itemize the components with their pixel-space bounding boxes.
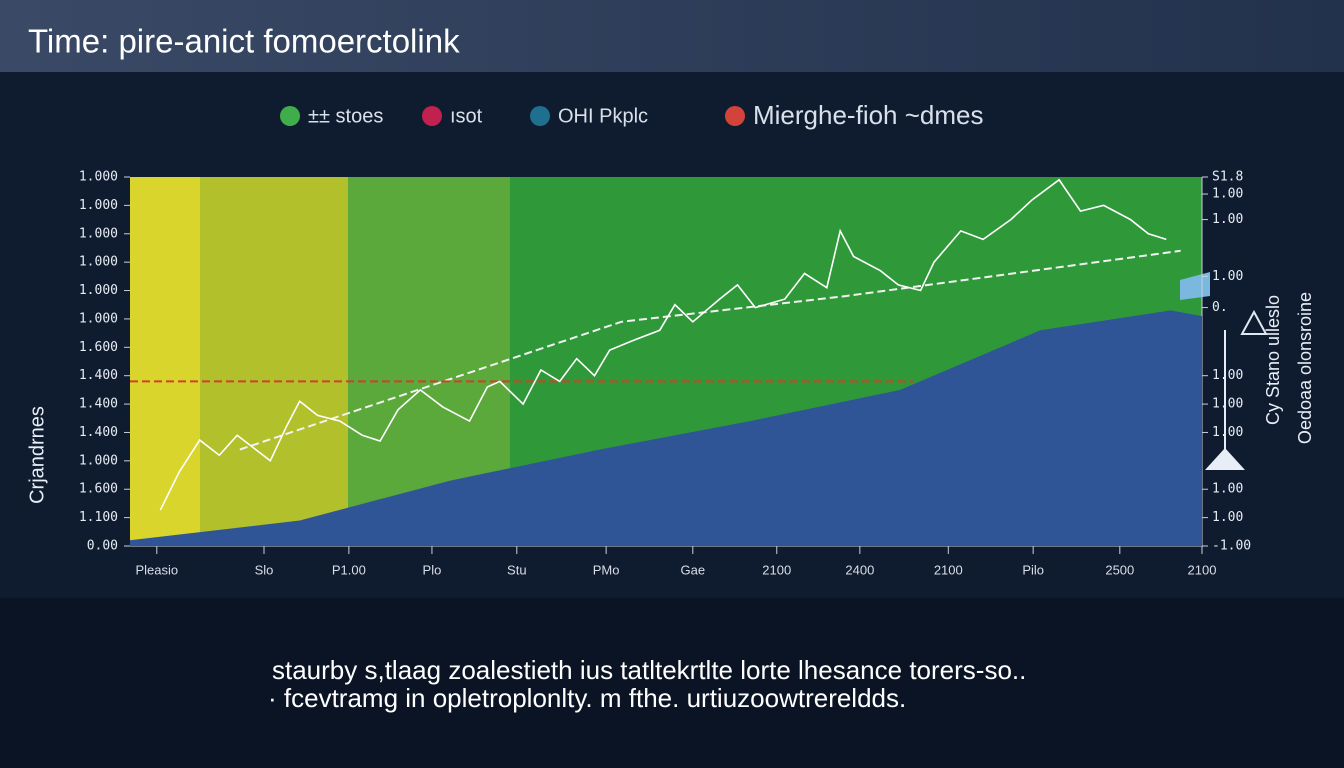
y-tick-label: 1.400 (79, 397, 118, 412)
y-tick-label: 1.000 (79, 453, 118, 468)
chart-title: Time: pire-anict fomoerctolink (28, 23, 460, 60)
y-axis-label: Crjandrnes (26, 406, 48, 504)
x-tick-label: 2500 (1105, 562, 1134, 577)
y2-tick-label: 1.00 (1212, 510, 1243, 525)
line (239, 249, 1181, 451)
area (130, 310, 1202, 546)
legend-icon (280, 106, 300, 126)
y2-tick-label: 1.00 (1212, 397, 1243, 412)
band (130, 177, 200, 546)
y2-tick-label: 1.00 (1212, 368, 1243, 383)
band (200, 177, 348, 546)
legend-label: ısot (450, 105, 483, 127)
y2-tick-label: 1.00 (1212, 187, 1243, 202)
y-tick-label: 1.000 (79, 170, 118, 185)
x-tick-label: PMo (593, 562, 620, 577)
y-tick-label: 0.00 (87, 539, 118, 554)
x-tick-label: P1.00 (332, 562, 366, 577)
y-tick-label: 1.000 (79, 198, 118, 213)
y2-tick-label: 1.00 (1212, 212, 1243, 227)
ornament (1205, 448, 1245, 470)
y-tick-label: 1.000 (79, 283, 118, 298)
x-tick-label: Plo (423, 562, 442, 577)
x-tick-label: 2100 (762, 562, 791, 577)
x-tick-label: 2400 (845, 562, 874, 577)
y2-axis-label: Cy Stano ulleslo (1263, 295, 1283, 425)
y-tick-label: 1.000 (79, 311, 118, 326)
x-tick-label: Pilo (1022, 562, 1044, 577)
y-tick-label: 1.000 (79, 255, 118, 270)
y-tick-label: 1.400 (79, 368, 118, 383)
y2-tick-label: 1.00 (1212, 482, 1243, 497)
x-tick-label: Pleasio (135, 562, 178, 577)
x-tick-label: Stu (507, 562, 527, 577)
y-tick-label: 1.100 (79, 510, 118, 525)
legend-label: OHI Pkplc (558, 105, 648, 127)
y2-tick-label: 1.00 (1212, 269, 1243, 284)
caption-panel (0, 598, 1344, 768)
legend-icon (725, 106, 745, 126)
y-tick-label: 1.600 (79, 340, 118, 355)
x-tick-label: Gae (681, 562, 706, 577)
ornament (1240, 309, 1268, 335)
y2-tick-label: 0. (1212, 300, 1228, 315)
caption-line: staurby s,tlaag zoalestieth ius tatltekr… (272, 655, 1026, 685)
header-band (0, 0, 1344, 72)
x-tick-label: 2100 (934, 562, 963, 577)
line (159, 178, 1167, 511)
legend-icon (422, 106, 442, 126)
x-tick-label: 2100 (1188, 562, 1217, 577)
y2-axis-label: Oedoaa olonsroine (1295, 292, 1315, 444)
y2-tick-label: 1.00 (1212, 425, 1243, 440)
legend-icon (530, 106, 550, 126)
caption-line: · fcevtramg in opletroplonlty. m fthe. u… (268, 683, 906, 713)
y-tick-label: 1.400 (79, 425, 118, 440)
y-tick-label: 1.600 (79, 482, 118, 497)
y2-tick-label: S1.8 (1212, 170, 1243, 185)
plot-background (130, 177, 1202, 546)
legend-label: Mierghe-fioh ~dmes (753, 100, 984, 130)
y2-tick-label: -1.00 (1212, 539, 1251, 554)
y-tick-label: 1.000 (79, 226, 118, 241)
x-tick-label: Slo (255, 562, 274, 577)
legend-label: ±± stoes (308, 105, 383, 127)
